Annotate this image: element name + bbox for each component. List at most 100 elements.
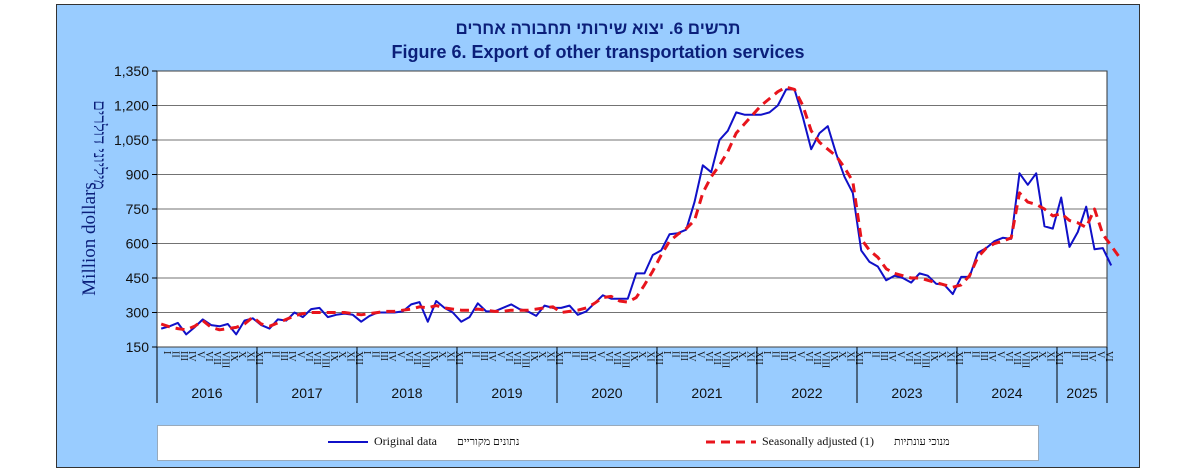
chart-legend: Original data נתונים מקוריים Seasonally … bbox=[157, 425, 1039, 461]
x-month-label: VI bbox=[703, 351, 714, 362]
chart-area: 150 300 450 600 750 900 1,050 1,200 1,350 Million… bbox=[79, 63, 1121, 403]
x-month-label: I bbox=[361, 351, 372, 354]
chart-frame: תרשים 6. יצוא שירותי תחבורה אחרים Figure… bbox=[56, 4, 1140, 468]
x-month-label: V bbox=[695, 351, 706, 359]
legend-item-seasonal: Seasonally adjusted (1) מנוכי עונתיות bbox=[706, 434, 950, 449]
x-month-label: VII bbox=[711, 351, 722, 365]
x-month-label: IV bbox=[986, 351, 997, 362]
x-month-label: V bbox=[195, 351, 206, 359]
x-month-label: IV bbox=[686, 351, 697, 362]
x-month-label: VIII bbox=[920, 351, 931, 368]
x-month-label: VIII bbox=[720, 351, 731, 368]
x-month-label: IX bbox=[928, 351, 939, 362]
x-month-label: IX bbox=[828, 351, 839, 362]
x-month-label: V bbox=[895, 351, 906, 359]
x-month-label: V bbox=[595, 351, 606, 359]
x-month-label: XI bbox=[545, 351, 556, 362]
y-tick-label: 150 bbox=[126, 339, 150, 355]
x-month-label: XII bbox=[253, 351, 264, 365]
x-month-label: II bbox=[570, 351, 581, 358]
x-month-label: X bbox=[836, 351, 847, 359]
x-month-label: XII bbox=[453, 351, 464, 365]
x-month-label: VIII bbox=[420, 351, 431, 368]
x-month-label: VIII bbox=[1020, 351, 1031, 368]
x-month-label: IX bbox=[428, 351, 439, 362]
x-month-label: XI bbox=[945, 351, 956, 362]
x-month-label: VI bbox=[403, 351, 414, 362]
x-month-label: III bbox=[978, 351, 989, 361]
x-month-label: I bbox=[561, 351, 572, 354]
x-month-label: VI bbox=[303, 351, 314, 362]
x-month-label: VI bbox=[603, 351, 614, 362]
x-month-label: IV bbox=[1086, 351, 1097, 362]
x-month-label: II bbox=[470, 351, 481, 358]
x-month-label: VIII bbox=[620, 351, 631, 368]
y-tick-label: 1,050 bbox=[114, 132, 149, 148]
x-month-label: IV bbox=[786, 351, 797, 362]
x-month-label: VII bbox=[611, 351, 622, 365]
x-month-label: VIII bbox=[520, 351, 531, 368]
x-month-label: III bbox=[678, 351, 689, 361]
x-month-label: III bbox=[578, 351, 589, 361]
x-month-label: II bbox=[770, 351, 781, 358]
x-month-label: V bbox=[795, 351, 806, 359]
x-year-label: 2022 bbox=[791, 385, 822, 401]
x-month-label: X bbox=[1036, 351, 1047, 359]
x-month-label: IV bbox=[286, 351, 297, 362]
x-month-label: XI bbox=[645, 351, 656, 362]
x-month-label: I bbox=[661, 351, 672, 354]
x-month-label: VI bbox=[903, 351, 914, 362]
y-tick-label: 1,350 bbox=[114, 63, 149, 79]
x-month-label: XI bbox=[245, 351, 256, 362]
x-month-label: VII bbox=[911, 351, 922, 365]
x-month-label: V bbox=[295, 351, 306, 359]
x-month-label: I bbox=[761, 351, 772, 354]
x-year-label: 2024 bbox=[991, 385, 1022, 401]
x-month-label: IV bbox=[386, 351, 397, 362]
x-month-label: XII bbox=[1053, 351, 1064, 365]
x-month-label: III bbox=[1078, 351, 1089, 361]
x-month-label: XII bbox=[753, 351, 764, 365]
x-month-label: X bbox=[536, 351, 547, 359]
x-month-label: IV bbox=[486, 351, 497, 362]
x-month-label: XI bbox=[845, 351, 856, 362]
x-month-label: X bbox=[636, 351, 647, 359]
x-month-label: III bbox=[178, 351, 189, 361]
x-month-label: II bbox=[170, 351, 181, 358]
x-month-label: II bbox=[970, 351, 981, 358]
x-month-label: VI bbox=[1003, 351, 1014, 362]
x-month-label: X bbox=[236, 351, 247, 359]
x-month-label: VII bbox=[511, 351, 522, 365]
y-tick-label: 600 bbox=[126, 236, 150, 252]
x-month-label: I bbox=[1061, 351, 1072, 354]
legend-label-original: Original data bbox=[374, 434, 437, 448]
x-month-label: VI bbox=[203, 351, 214, 362]
x-month-label: XII bbox=[353, 351, 364, 365]
x-month-label: IX bbox=[528, 351, 539, 362]
x-month-label: III bbox=[878, 351, 889, 361]
x-month-label: XII bbox=[953, 351, 964, 365]
series-line-seasonal bbox=[160, 85, 1121, 332]
x-month-label: V bbox=[995, 351, 1006, 359]
x-month-label: VII bbox=[211, 351, 222, 365]
x-month-label: XII bbox=[853, 351, 864, 365]
x-month-label: III bbox=[478, 351, 489, 361]
chart-title: Figure 6. Export of other transportation… bbox=[391, 42, 805, 62]
x-month-label: IX bbox=[728, 351, 739, 362]
legend-swatch-seasonal bbox=[706, 440, 756, 443]
x-year-label: 2021 bbox=[691, 385, 722, 401]
x-month-label: I bbox=[161, 351, 172, 354]
x-month-label: IV bbox=[186, 351, 197, 362]
y-tick-label: 900 bbox=[126, 167, 150, 183]
x-month-label: III bbox=[778, 351, 789, 361]
x-year-label: 2019 bbox=[491, 385, 522, 401]
x-month-label: XI bbox=[1045, 351, 1056, 362]
legend-label-original-hebrew: נתונים מקוריים bbox=[456, 435, 520, 448]
x-year-label: 2020 bbox=[591, 385, 622, 401]
x-month-label: VI bbox=[503, 351, 514, 362]
x-year-label: 2025 bbox=[1066, 385, 1097, 401]
x-month-label: IX bbox=[328, 351, 339, 362]
x-month-label: II bbox=[670, 351, 681, 358]
x-month-label: IX bbox=[1028, 351, 1039, 362]
x-month-label: XI bbox=[345, 351, 356, 362]
